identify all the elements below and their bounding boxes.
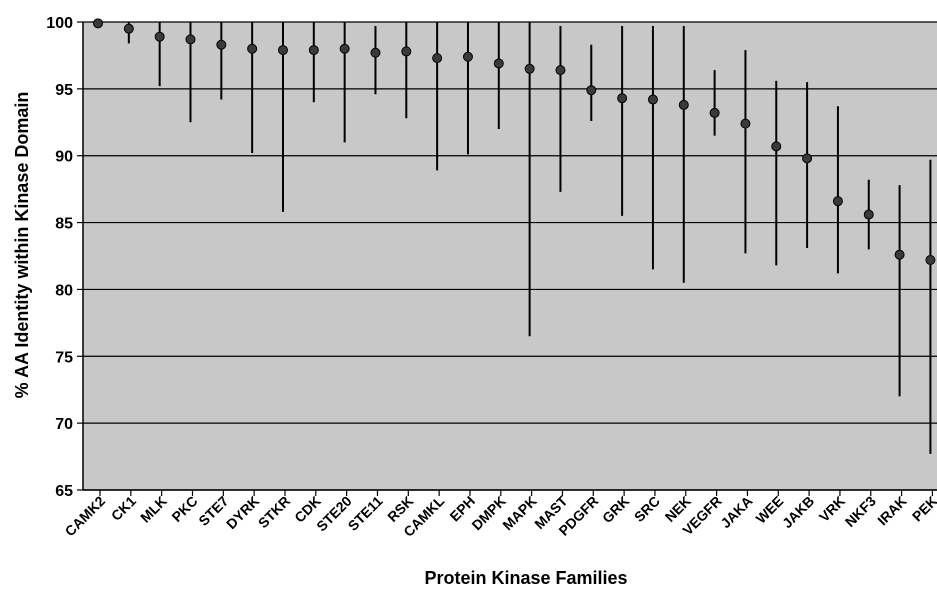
y-axis-title: % AA Identity within Kinase Domain <box>12 92 32 399</box>
mean-point <box>524 63 535 74</box>
mean-point <box>277 45 288 56</box>
mean-point <box>586 85 597 96</box>
mean-point <box>123 23 134 34</box>
mean-point <box>493 58 504 69</box>
y-tick-label: 70 <box>55 416 73 433</box>
x-tick-label: NKF3 <box>842 493 879 530</box>
y-tick-label: 65 <box>55 483 73 500</box>
y-tick-label: 100 <box>46 15 73 32</box>
gridlines <box>83 21 937 491</box>
mean-point <box>832 196 843 207</box>
mean-point <box>308 45 319 56</box>
mean-point <box>339 43 350 54</box>
x-axis-ticks: CAMK2 CK1MLKPKCSTE7DYRKSTKRCDKSTE20STE11R… <box>62 490 937 540</box>
mean-point <box>925 255 936 266</box>
x-tick-label: MAPK <box>499 493 539 533</box>
plot-area <box>83 22 937 490</box>
mean-point <box>863 209 874 220</box>
x-tick-label: PKC <box>168 493 200 525</box>
mean-point <box>432 53 443 64</box>
mean-point <box>185 34 196 45</box>
mean-point <box>370 47 381 58</box>
mean-point <box>771 141 782 152</box>
mean-point <box>678 99 689 110</box>
x-tick-label: SRC <box>631 493 663 525</box>
y-tick-label: 95 <box>55 82 73 99</box>
x-tick-label: STE20 <box>313 493 355 535</box>
mean-points <box>93 18 936 266</box>
mean-point <box>617 93 628 104</box>
mean-point <box>740 118 751 129</box>
x-tick-label: CK1 <box>108 493 139 524</box>
mean-point <box>401 46 412 57</box>
y-axis-ticks: 65 70 75 80 85 90 95 100 <box>46 15 83 500</box>
x-tick-label: GRK <box>599 493 632 526</box>
mean-point <box>462 51 473 62</box>
y-tick-label: 75 <box>55 349 73 366</box>
mean-point <box>555 65 566 76</box>
mean-point <box>247 43 258 54</box>
mean-point <box>93 18 103 29</box>
x-tick-label: DMPK <box>468 493 508 533</box>
x-tick-label: STKR <box>255 493 293 531</box>
x-tick-label: DYRK <box>223 493 262 532</box>
y-tick-label: 85 <box>55 216 73 233</box>
x-tick-label: PEK <box>909 493 937 525</box>
x-tick-label: MLK <box>137 493 170 526</box>
x-tick-label: JAKB <box>779 493 817 531</box>
mean-point <box>709 107 720 118</box>
mean-point <box>216 39 227 50</box>
x-tick-label: IRAK <box>874 493 910 529</box>
y-tick-label: 90 <box>55 149 73 166</box>
x-axis-title: Protein Kinase Families <box>424 568 627 588</box>
mean-point <box>647 94 658 105</box>
y-tick-label: 80 <box>55 282 73 299</box>
mean-point <box>894 249 905 260</box>
x-tick-label: STE11 <box>345 493 386 534</box>
mean-point <box>154 31 165 42</box>
x-tick-label: JAKA <box>717 493 755 531</box>
mean-point <box>802 153 813 164</box>
